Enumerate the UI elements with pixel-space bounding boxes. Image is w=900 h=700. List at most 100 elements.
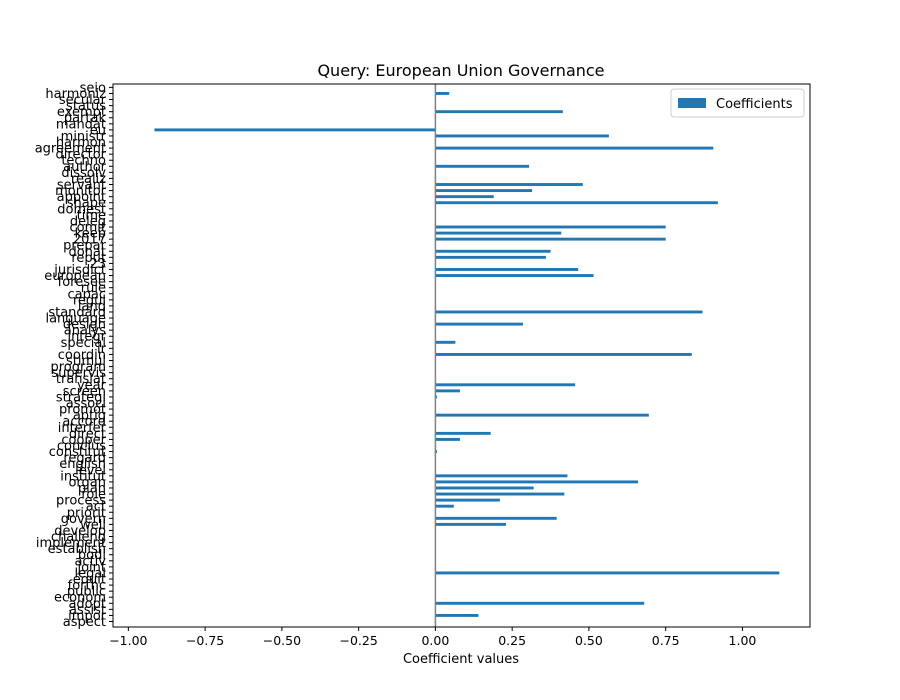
y-tick-label: 23 [89, 257, 106, 272]
bar [435, 450, 437, 454]
y-tick-label: interfer [58, 421, 107, 436]
y-tick-label: bodi [78, 548, 106, 563]
y-tick-label: analys [64, 324, 106, 339]
bar [435, 480, 639, 484]
bar [435, 395, 437, 399]
x-tick-label: −1.00 [109, 633, 147, 648]
bar [435, 601, 645, 605]
y-tick-label: author [63, 160, 106, 175]
y-tick-label: partak [64, 111, 107, 126]
bar [435, 431, 491, 435]
y-tick-label: dissolv [61, 166, 106, 181]
chart-title: Query: European Union Governance [317, 61, 604, 80]
y-tick-label: jurisdict [53, 263, 106, 278]
y-tick-label: adopt [68, 597, 106, 612]
y-tick-label: legal [75, 566, 106, 581]
y-tick-label: keep [75, 227, 106, 242]
bar [435, 522, 507, 526]
y-tick-label: priorit [67, 506, 106, 521]
y-tick-label: special [61, 336, 106, 351]
x-tick-label: −0.25 [339, 633, 377, 648]
bar [435, 189, 533, 193]
y-tick-label: design [63, 318, 106, 333]
y-tick-label: associ [66, 397, 106, 412]
y-tick-label: prepar [63, 239, 107, 254]
y-tick-label: european [44, 269, 106, 284]
y-tick-label: aptig [73, 409, 106, 424]
y-tick-label: regard [63, 451, 106, 466]
y-tick-label: accord [62, 415, 106, 430]
bar [435, 474, 568, 478]
bar [435, 383, 576, 387]
y-tick-label: status [66, 99, 106, 114]
y-tick-label: harmon [56, 136, 106, 151]
x-axis-label: Coefficient values [403, 652, 519, 667]
y-tick-label: screen [63, 384, 106, 399]
bar [435, 92, 450, 95]
legend-frame [670, 88, 805, 118]
y-tick-label: integr [67, 330, 106, 345]
y-tick-label: role [81, 488, 106, 503]
bar [435, 201, 718, 205]
y-tick-label: challeng [51, 530, 106, 545]
y-tick-label: exempt [57, 105, 106, 120]
y-tick-label: level [75, 463, 106, 478]
y-tick-label: assist [69, 603, 106, 618]
y-tick-label: english [59, 457, 106, 472]
y-tick-label: promot [59, 403, 106, 418]
y-tick-label: public [67, 585, 106, 600]
y-tick-label: strategi [56, 390, 106, 405]
y-tick-label: aspect [63, 615, 106, 630]
x-tick-label: 0.25 [498, 633, 526, 648]
y-tick-label: techno [61, 154, 106, 169]
y-tick-label: impor [68, 609, 106, 624]
legend: Coefficients [670, 88, 805, 118]
y-tick-label: econom [54, 591, 106, 606]
x-tick-label: −0.75 [186, 633, 224, 648]
y-tick-label: seio [80, 81, 106, 96]
y-tick-label: 2017 [73, 233, 106, 248]
y-tick-label: joint [76, 560, 106, 575]
bar [435, 353, 692, 356]
bar [435, 146, 714, 150]
y-tick-label: ministr [61, 129, 107, 144]
y-tick-label: director [56, 148, 107, 163]
plot-frame [112, 83, 811, 628]
y-tick-label: direct [69, 427, 106, 442]
bar [435, 571, 780, 575]
y-tick-label: land [78, 299, 106, 314]
x-tick-label: 0.50 [575, 633, 603, 648]
bar [435, 274, 594, 277]
plot-area: −1.00 −0.75 −0.50 −0.25 0.00 0.25 0.50 0.75 1.00… [35, 81, 811, 648]
y-tick-label: forthc [68, 579, 106, 594]
bar [435, 516, 557, 520]
y-tick-label: organ [68, 475, 106, 490]
bar [435, 110, 563, 114]
bar [435, 231, 562, 235]
y-tick-label: year [77, 378, 107, 393]
bar [435, 498, 500, 502]
y-tick-label: capac [68, 287, 106, 302]
legend-label: Coefficients [716, 97, 793, 112]
y-tick-label: program [51, 360, 107, 375]
y-tick-label: servant [57, 178, 106, 193]
bar [435, 504, 454, 508]
y-tick-label: coordin [58, 348, 106, 363]
y-tick-label: institut [60, 469, 106, 484]
bar [435, 164, 530, 168]
y-tick-label: equit [73, 573, 106, 588]
y-tick-label: cooper [61, 433, 106, 448]
bar [435, 134, 609, 138]
y-tick-label: act [86, 500, 106, 515]
y-tick-label: implement [36, 536, 106, 551]
y-tick-label: activ [74, 554, 106, 569]
x-tick-label: 1.00 [729, 633, 757, 648]
y-tick-label: language [45, 312, 106, 327]
y-tick-label: reput [71, 251, 106, 266]
y-tick-label: donat [68, 245, 106, 260]
bar [435, 183, 583, 186]
y-tick-label: conclus [57, 439, 106, 454]
y-tick-label: develop [54, 524, 106, 539]
bar [435, 255, 546, 259]
y-tick-label: harmoniz [45, 87, 106, 102]
